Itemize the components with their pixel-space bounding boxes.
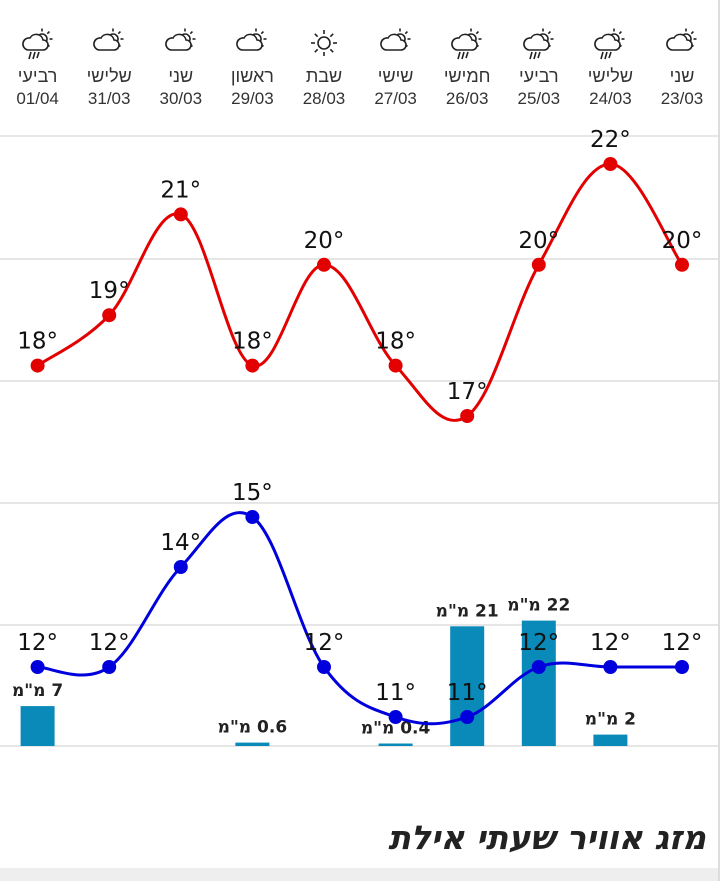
low-temp-point bbox=[317, 660, 331, 674]
day-column: רביעי 01/04 bbox=[2, 22, 74, 110]
day-date: 31/03 bbox=[87, 89, 131, 108]
day-name: שישי bbox=[377, 66, 414, 86]
low-temp-line bbox=[37, 511, 683, 726]
partly-cloudy-icon bbox=[360, 22, 432, 64]
precip-bar bbox=[20, 706, 55, 746]
rain-cloud-sun-icon bbox=[503, 22, 575, 64]
low-temp-label: 12° bbox=[89, 630, 130, 656]
day-column: שלישי 24/03 bbox=[574, 22, 646, 110]
low-temp-point bbox=[245, 510, 260, 524]
low-temp-point bbox=[460, 710, 475, 724]
rain-cloud-sun-icon bbox=[2, 22, 74, 64]
day-name: שלישי bbox=[587, 66, 633, 86]
day-name: שני bbox=[168, 66, 194, 86]
high-temp-label: 18° bbox=[17, 329, 58, 355]
day-date: 30/03 bbox=[159, 89, 203, 108]
low-temp-point bbox=[30, 660, 45, 674]
low-temp-label: 15° bbox=[232, 480, 273, 506]
day-name: ראשון bbox=[230, 66, 274, 86]
high-temp-point bbox=[317, 257, 331, 272]
precip-label: 22 מ"מ bbox=[507, 596, 570, 616]
day-name: שבת bbox=[305, 66, 343, 86]
precip-bar bbox=[235, 742, 270, 746]
low-temp-label: 12° bbox=[590, 630, 631, 656]
partly-cloudy-icon bbox=[73, 22, 145, 64]
high-temp-label: 21° bbox=[160, 177, 201, 203]
day-date: 23/03 bbox=[660, 89, 704, 108]
day-column: רביעי 25/03 bbox=[503, 22, 575, 110]
low-temp-point bbox=[531, 660, 546, 674]
day-date: 25/03 bbox=[517, 89, 561, 108]
day-column: שישי 27/03 bbox=[360, 22, 432, 110]
high-temp-point bbox=[388, 358, 403, 373]
day-name: שני bbox=[669, 66, 695, 86]
day-column: חמישי 26/03 bbox=[431, 22, 503, 110]
high-temp-label: 18° bbox=[232, 329, 273, 355]
low-temp-point bbox=[173, 560, 188, 574]
day-column: שני 23/03 bbox=[646, 22, 718, 110]
precip-bar bbox=[450, 626, 485, 746]
day-date: 24/03 bbox=[589, 89, 632, 108]
day-name: רביעי bbox=[518, 66, 559, 86]
high-temp-label: 18° bbox=[375, 329, 416, 355]
rain-cloud-sun-icon bbox=[431, 22, 503, 64]
precip-bar bbox=[378, 743, 413, 746]
partly-cloudy-icon bbox=[216, 22, 288, 64]
rain-cloud-sun-icon bbox=[574, 22, 646, 64]
high-temp-line bbox=[36, 162, 684, 422]
day-name: שלישי bbox=[86, 66, 132, 86]
section-title: מזג אוויר שעתי אילת bbox=[388, 818, 706, 857]
day-date: 01/04 bbox=[16, 89, 59, 108]
precip-label: 2 מ"מ bbox=[585, 710, 636, 730]
precip-label: 7 מ"מ bbox=[12, 681, 63, 701]
high-temp-label: 20° bbox=[518, 228, 559, 254]
precip-label: 0.6 מ"מ bbox=[218, 718, 288, 738]
day-column: ראשון 29/03 bbox=[216, 22, 288, 110]
precip-label: 21 מ"מ bbox=[436, 601, 499, 621]
high-temp-point bbox=[173, 207, 188, 222]
precip-label: 0.4 מ"מ bbox=[361, 719, 431, 739]
low-temp-point bbox=[675, 660, 689, 674]
high-temp-label: 20° bbox=[662, 228, 703, 254]
day-column: שלישי 31/03 bbox=[73, 22, 145, 110]
high-temp-point bbox=[603, 157, 618, 171]
high-temp-point bbox=[102, 308, 117, 323]
low-temp-label: 12° bbox=[662, 630, 703, 656]
high-temp-label: 20° bbox=[304, 228, 345, 254]
high-temp-point bbox=[245, 358, 260, 373]
day-date: 28/03 bbox=[302, 89, 346, 108]
low-temp-label: 12° bbox=[17, 630, 58, 656]
partly-cloudy-icon bbox=[145, 22, 217, 64]
low-temp-point bbox=[388, 710, 403, 724]
low-temp-label: 11° bbox=[447, 680, 488, 706]
precip-bar bbox=[593, 734, 628, 746]
low-temp-point bbox=[102, 660, 117, 674]
day-date: 26/03 bbox=[445, 89, 489, 108]
high-temp-label: 17° bbox=[447, 379, 488, 405]
precip-bar bbox=[521, 620, 556, 746]
day-date: 29/03 bbox=[231, 89, 274, 108]
high-temp-point bbox=[531, 257, 546, 272]
low-temp-point bbox=[603, 660, 618, 674]
high-temp-point bbox=[460, 409, 475, 423]
day-name: חמישי bbox=[443, 66, 491, 86]
bottom-strip bbox=[0, 868, 718, 881]
day-name: רביעי bbox=[17, 66, 58, 86]
high-temp-point bbox=[30, 358, 45, 373]
sun-icon bbox=[288, 22, 360, 64]
partly-cloudy-icon bbox=[646, 22, 718, 64]
day-date: 27/03 bbox=[374, 89, 417, 108]
high-temp-label: 22° bbox=[590, 127, 631, 153]
temperature-precip-chart: 2 מ"מ 22 מ"מ 21 מ"מ 0.4 מ"מ 0.6 מ"מ 7 מ"מ 20° 2… bbox=[0, 127, 718, 747]
day-column: שני 30/03 bbox=[145, 22, 217, 110]
high-temp-label: 19° bbox=[89, 278, 130, 304]
high-temp-point bbox=[675, 257, 689, 272]
day-column: שבת 28/03 bbox=[288, 22, 360, 110]
low-temp-label: 11° bbox=[375, 680, 416, 706]
low-temp-label: 12° bbox=[304, 630, 345, 656]
low-temp-label: 14° bbox=[160, 530, 201, 556]
low-temp-label: 12° bbox=[518, 630, 559, 656]
